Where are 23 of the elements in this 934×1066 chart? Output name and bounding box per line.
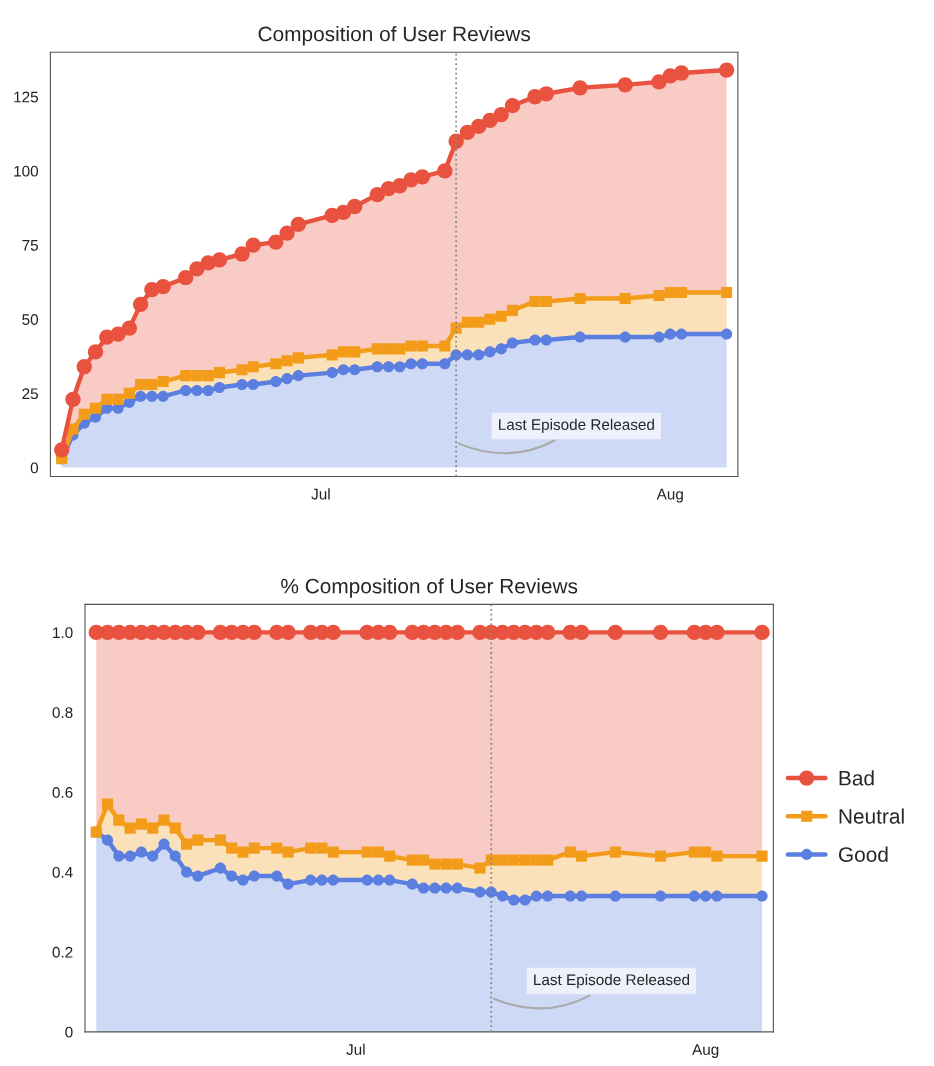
ref-line-label: Last Episode Released (534, 973, 690, 989)
y-tick-label: 0 (65, 1026, 73, 1038)
y-tick-label: 0.8 (52, 707, 73, 718)
x-tick-label: Aug (692, 1044, 719, 1058)
y-tick-label: 100 (14, 165, 39, 177)
y-tick-label: 0 (30, 462, 39, 474)
ref-line-label: Last Episode Released (499, 418, 654, 434)
x-tick-label: Aug (656, 488, 683, 503)
y-tick-label: 50 (22, 314, 39, 325)
y-tick-label: 1.0 (53, 627, 73, 639)
legend-label: Neutral (839, 808, 904, 824)
chart-title: % Composition of User Reviews (281, 578, 578, 598)
y-tick-label: 0.2 (52, 946, 73, 958)
y-tick-label: 125 (14, 91, 38, 103)
y-tick-label: 25 (22, 388, 38, 400)
legend-label: Bad (839, 770, 874, 786)
y-tick-label: 0.4 (52, 866, 73, 878)
y-tick-label: 75 (22, 240, 38, 251)
chart-title: Composition of User Reviews (258, 26, 531, 46)
legend-label: Good (838, 846, 888, 862)
x-tick-label: Jul (311, 488, 330, 500)
x-tick-label: Jul (346, 1043, 365, 1055)
y-tick-label: 0.6 (52, 787, 73, 798)
